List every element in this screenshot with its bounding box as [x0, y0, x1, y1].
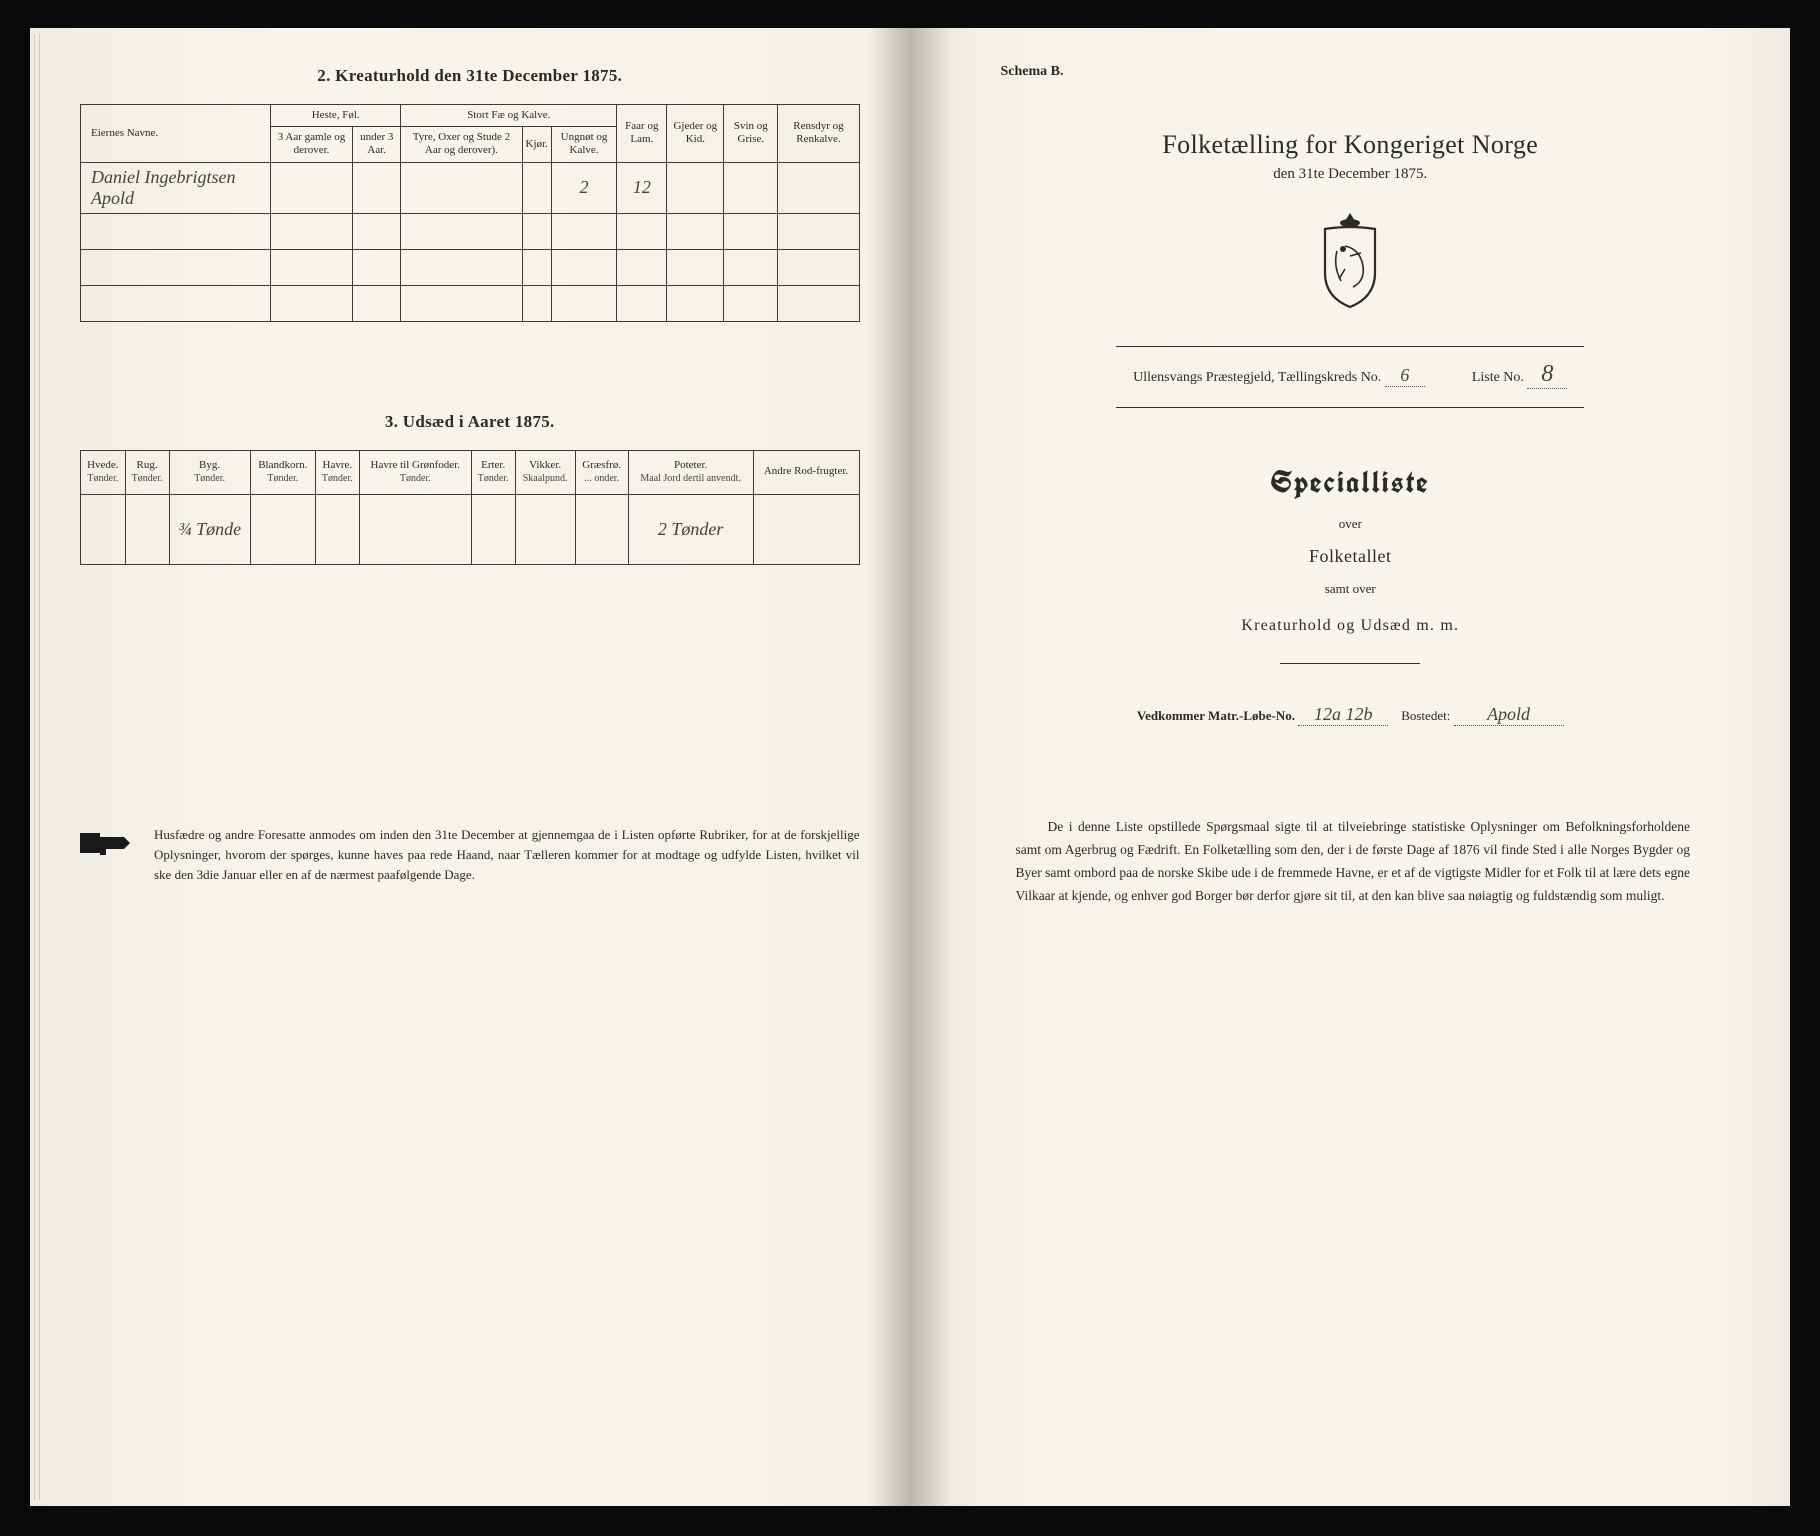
liste-label: Liste No.: [1472, 370, 1524, 386]
th: Vikker.Skaalpund.: [515, 450, 575, 494]
table2-body: Daniel Ingebrigtsen Apold 2 12: [81, 162, 860, 321]
cell: [724, 162, 778, 213]
table-udsaed: Hvede.Tønder. Rug.Tønder. Byg.Tønder. Bl…: [80, 450, 860, 565]
book-spread: 2. Kreaturhold den 31te December 1875. E…: [30, 28, 1790, 1506]
samt-over-label: samt over: [961, 581, 1741, 597]
th: Rug.Tønder.: [125, 450, 169, 494]
schema-label: Schema B.: [1001, 64, 1741, 80]
table-row: [81, 213, 860, 249]
matr-no: 12a 12b: [1298, 704, 1388, 726]
th: Blandkorn.Tønder.: [250, 450, 315, 494]
rule-short: [1280, 663, 1420, 664]
pointing-hand-icon: [80, 827, 136, 861]
coat-of-arms-icon: [1305, 211, 1395, 311]
cell: 2 Tønder: [628, 494, 753, 564]
th-gjeder: Gjeder og Kid.: [667, 105, 724, 163]
matr-line: Vedkommer Matr.-Løbe-No. 12a 12b Bostede…: [961, 704, 1741, 726]
section2-title: 2. Kreaturhold den 31te December 1875.: [80, 66, 860, 86]
cell: [315, 494, 359, 564]
rule: [1116, 407, 1584, 408]
th: Byg.Tønder.: [169, 450, 250, 494]
parish-line: Ullensvangs Præstegjeld, Tællingskreds N…: [961, 361, 1741, 389]
footnote-text: Husfædre og andre Foresatte anmodes om i…: [154, 825, 860, 885]
parish-label: Ullensvangs Præstegjeld, Tællingskreds N…: [1133, 370, 1381, 386]
th: Andre Rod-frugter.: [753, 450, 859, 494]
census-subtitle: den 31te December 1875.: [961, 166, 1741, 183]
th-stort-group: Stort Fæ og Kalve.: [401, 105, 617, 127]
page-edge-stack: [30, 28, 46, 1506]
folketallet-label: Folketallet: [961, 546, 1741, 567]
th-svin: Svin og Grise.: [724, 105, 778, 163]
parish-no: 6: [1385, 365, 1425, 387]
cell: [81, 494, 126, 564]
cell: [271, 162, 353, 213]
cell: ¾ Tønde: [169, 494, 250, 564]
cell: [575, 494, 628, 564]
kreatur-label: Kreaturhold og Udsæd m. m.: [961, 617, 1741, 635]
th-stort-c: Ungnøt og Kalve.: [551, 127, 616, 162]
th-faar: Faar og Lam.: [617, 105, 667, 163]
th: Poteter.Maal Jord dertil anvendt.: [628, 450, 753, 494]
th: Hvede.Tønder.: [81, 450, 126, 494]
table-kreaturhold: Eiernes Navne. Heste, Føl. Stort Fæ og K…: [80, 104, 860, 322]
census-title: Folketælling for Kongeriget Norge: [961, 130, 1741, 160]
scan-frame: 2. Kreaturhold den 31te December 1875. E…: [0, 0, 1820, 1536]
th: Havre til Grønfoder.Tønder.: [359, 450, 471, 494]
table-row: ¾ Tønde 2 Tønder: [81, 494, 860, 564]
th-stort-b: Kjør.: [522, 127, 551, 162]
th-heste-group: Heste, Føl.: [271, 105, 401, 127]
bosted-label: Bostedet:: [1401, 708, 1450, 723]
info-paragraph: De i denne Liste opstillede Spørgsmaal s…: [1016, 816, 1691, 908]
cell: [401, 162, 522, 213]
liste-no: 8: [1527, 361, 1567, 389]
th-rensdyr: Rensdyr og Renkalve.: [778, 105, 859, 163]
over-label: over: [961, 516, 1741, 532]
table-row: Daniel Ingebrigtsen Apold 2 12: [81, 162, 860, 213]
cell: [359, 494, 471, 564]
th-heste-a: 3 Aar gamle og derover.: [271, 127, 353, 162]
footnote-block: Husfædre og andre Foresatte anmodes om i…: [80, 825, 860, 885]
cell: [778, 162, 859, 213]
cell: [753, 494, 859, 564]
right-page: Schema B. Folketælling for Kongeriget No…: [911, 28, 1791, 1506]
cell: 2: [551, 162, 616, 213]
cell: [353, 162, 401, 213]
th: Havre.Tønder.: [315, 450, 359, 494]
cell: [250, 494, 315, 564]
cell: [667, 162, 724, 213]
table-row: [81, 249, 860, 285]
specialliste-title: Specialliste: [961, 463, 1741, 502]
rule: [1116, 346, 1584, 347]
cell: [471, 494, 515, 564]
th: Græsfrø.... onder.: [575, 450, 628, 494]
section3-title: 3. Udsæd i Aaret 1875.: [80, 412, 860, 432]
table3-header-row: Hvede.Tønder. Rug.Tønder. Byg.Tønder. Bl…: [81, 450, 860, 494]
th-stort-a: Tyre, Oxer og Stude 2 Aar og derover).: [401, 127, 522, 162]
cell: [125, 494, 169, 564]
bosted: Apold: [1454, 704, 1564, 726]
th-heste-b: under 3 Aar.: [353, 127, 401, 162]
table-row: [81, 285, 860, 321]
matr-label: Vedkommer Matr.-Løbe-No.: [1137, 708, 1295, 723]
cell: 12: [617, 162, 667, 213]
left-page: 2. Kreaturhold den 31te December 1875. E…: [30, 28, 911, 1506]
th: Erter.Tønder.: [471, 450, 515, 494]
cell: [515, 494, 575, 564]
cell: [522, 162, 551, 213]
th-name: Eiernes Navne.: [81, 105, 271, 163]
cell-name: Daniel Ingebrigtsen Apold: [81, 162, 271, 213]
